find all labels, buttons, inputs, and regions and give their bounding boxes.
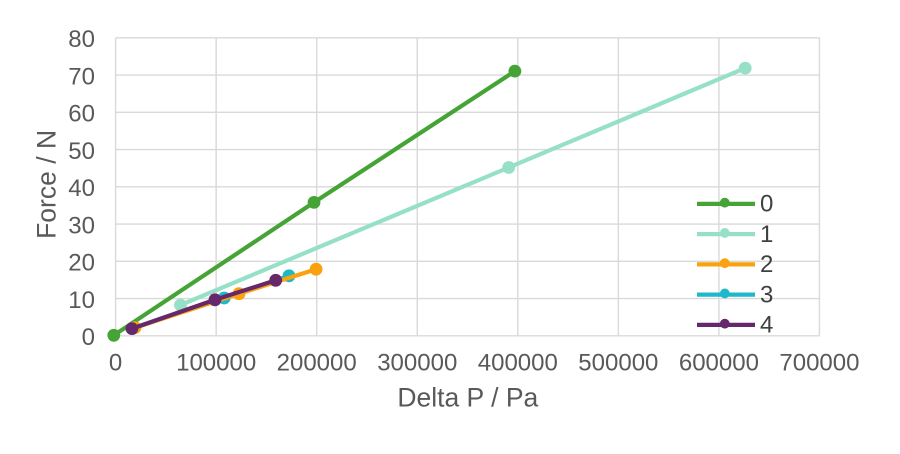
- svg-text:30: 30: [68, 212, 95, 239]
- svg-text:20: 20: [68, 250, 95, 277]
- svg-text:Force / N: Force / N: [32, 130, 62, 239]
- svg-text:3: 3: [760, 281, 773, 308]
- svg-text:0: 0: [760, 191, 773, 218]
- svg-text:600000: 600000: [679, 350, 759, 377]
- svg-text:300000: 300000: [377, 350, 457, 377]
- svg-text:0: 0: [109, 350, 122, 377]
- svg-text:2: 2: [760, 251, 773, 278]
- svg-text:200000: 200000: [277, 350, 357, 377]
- svg-text:80: 80: [68, 26, 95, 53]
- svg-text:400000: 400000: [478, 350, 558, 377]
- svg-text:70: 70: [68, 63, 95, 90]
- svg-text:0: 0: [82, 324, 95, 351]
- svg-text:500000: 500000: [578, 350, 658, 377]
- svg-text:100000: 100000: [176, 350, 256, 377]
- svg-text:Delta P / Pa: Delta P / Pa: [397, 383, 538, 413]
- svg-text:1: 1: [760, 221, 773, 248]
- svg-text:40: 40: [68, 175, 95, 202]
- svg-text:700000: 700000: [779, 350, 859, 377]
- svg-text:60: 60: [68, 101, 95, 128]
- svg-text:4: 4: [760, 312, 773, 339]
- svg-text:50: 50: [68, 138, 95, 165]
- svg-text:10: 10: [68, 287, 95, 314]
